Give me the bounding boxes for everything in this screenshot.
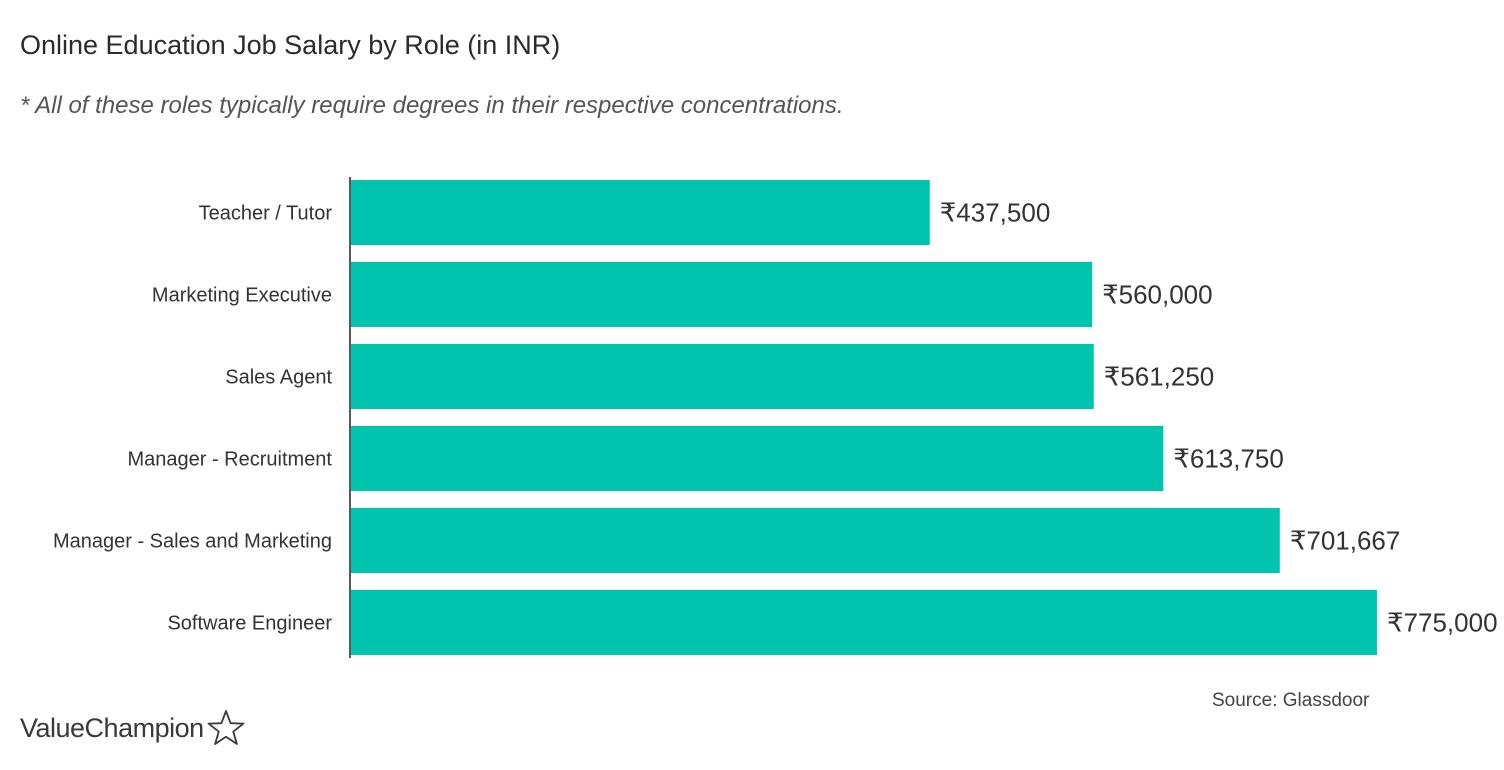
bar: [351, 590, 1377, 655]
bar: [351, 344, 1094, 409]
value-label: ₹437,500: [940, 198, 1051, 228]
category-label: Sales Agent: [225, 367, 332, 389]
star-icon: [207, 710, 245, 745]
source-note: Source: Glassdoor: [1212, 690, 1370, 711]
category-label: Manager - Recruitment: [127, 449, 332, 471]
chart-title: Online Education Job Salary by Role (in …: [20, 30, 561, 60]
value-label: ₹613,750: [1173, 444, 1284, 474]
category-label: Software Engineer: [167, 613, 332, 635]
bar: [351, 426, 1164, 491]
category-label: Manager - Sales and Marketing: [53, 531, 332, 553]
brand-logo: ValueChampion: [20, 708, 246, 748]
chart-subtitle: * All of these roles typically require d…: [20, 92, 844, 119]
brand-name: ValueChampion: [20, 712, 204, 743]
bar: [351, 180, 930, 245]
value-label: ₹560,000: [1102, 280, 1213, 310]
value-label: ₹701,667: [1290, 526, 1401, 556]
category-label: Teacher / Tutor: [199, 203, 333, 225]
value-label: ₹561,250: [1104, 362, 1215, 392]
bar: [351, 508, 1280, 573]
value-label: ₹775,000: [1387, 608, 1498, 638]
category-label: Marketing Executive: [152, 285, 332, 307]
bar: [351, 262, 1093, 327]
